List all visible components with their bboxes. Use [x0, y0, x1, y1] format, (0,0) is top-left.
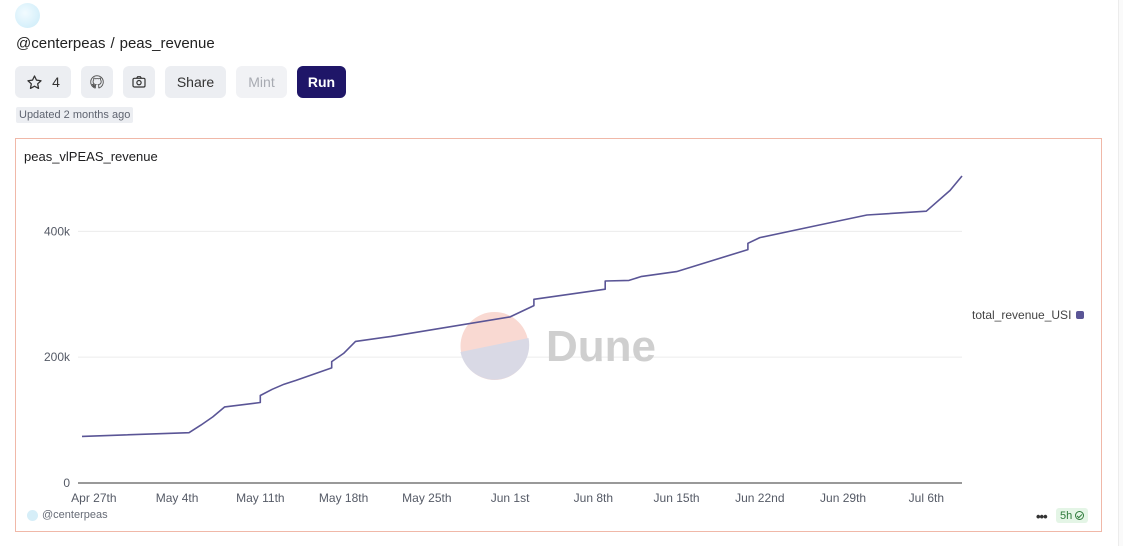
breadcrumb-owner-link[interactable]: @centerpeas [16, 35, 106, 52]
x-tick-label: Jun 29th [820, 491, 866, 505]
star-icon [27, 74, 42, 89]
github-icon [90, 75, 104, 89]
toolbar: 4 Share Mint Run [15, 66, 346, 98]
chart-title: peas_vlPEAS_revenue [24, 149, 158, 164]
x-tick-label: Jul 6th [909, 491, 944, 505]
refresh-age-badge[interactable]: 5h [1056, 508, 1089, 523]
legend[interactable]: total_revenue_USI [972, 308, 1085, 322]
x-tick-label: Jun 8th [574, 491, 613, 505]
legend-label: total_revenue_USI [972, 308, 1072, 322]
x-tick-label: Jun 1st [491, 491, 530, 505]
mint-button[interactable]: Mint [236, 66, 287, 98]
x-tick-label: May 4th [156, 491, 199, 505]
watermark: Dune [460, 312, 656, 380]
line-chart: Dune 0 200k 400k Apr 27th May 4th May 11th May… [44, 175, 963, 505]
breadcrumb-query-name[interactable]: peas_revenue [119, 35, 215, 52]
x-tick-label: May 11th [236, 491, 284, 505]
updated-badge: Updated 2 months ago [16, 107, 134, 123]
y-tick-label: 400k [44, 224, 71, 238]
series-line-total-revenue [81, 175, 963, 438]
more-options-icon[interactable]: ••• [1036, 509, 1048, 524]
breadcrumb-separator: / [110, 35, 115, 52]
camera-icon [132, 76, 146, 88]
y-tick-label: 0 [63, 476, 70, 490]
check-circle-icon [1075, 511, 1085, 520]
owner-avatar[interactable] [15, 3, 40, 28]
legend-swatch [1076, 311, 1085, 319]
x-tick-label: Apr 27th [71, 491, 116, 505]
tick-layer: 0 200k 400k Apr 27th May 4th May 11th May 18th… [44, 224, 944, 505]
breadcrumb: @centerpeas / peas_revenue [16, 35, 215, 52]
x-tick-label: May 25th [402, 491, 451, 505]
updated-value: 2 months ago [63, 109, 131, 121]
x-tick-label: Jun 22nd [735, 491, 784, 505]
author-avatar [27, 509, 38, 521]
watermark-text: Dune [546, 322, 656, 371]
share-button[interactable]: Share [165, 66, 226, 98]
chart-footer-author[interactable]: @centerpeas [27, 509, 108, 521]
scrollbar[interactable] [1118, 0, 1123, 546]
star-count: 4 [52, 74, 60, 90]
run-button[interactable]: Run [297, 66, 346, 98]
age-text: 5h [1060, 509, 1073, 522]
screenshot-button[interactable] [123, 66, 155, 98]
star-button[interactable]: 4 [15, 66, 71, 98]
x-tick-label: May 18th [319, 491, 368, 505]
x-tick-label: Jun 15th [654, 491, 700, 505]
updated-label: Updated [19, 109, 61, 121]
chart-card: peas_vlPEAS_revenue Dune 0 200k 400k Apr 27… [15, 138, 1102, 532]
author-name: @centerpeas [42, 509, 108, 521]
github-button[interactable] [81, 66, 113, 98]
y-tick-label: 200k [44, 350, 71, 364]
